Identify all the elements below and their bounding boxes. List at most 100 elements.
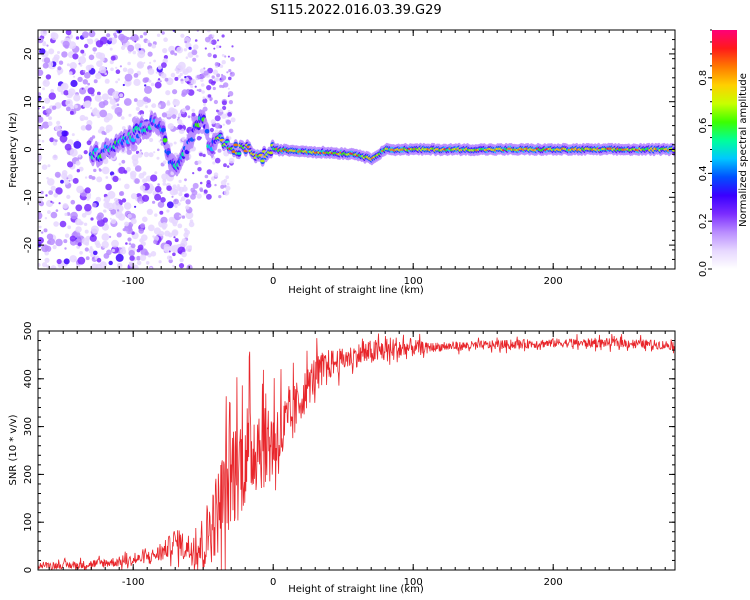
speckle-mark: [70, 178, 74, 181]
speckle-mark: [161, 173, 168, 180]
speckle-mark: [124, 221, 129, 227]
speckle-mark: [196, 89, 199, 92]
speckle-mark: [230, 57, 235, 62]
speckle-mark: [78, 166, 84, 172]
speckle-mark: [167, 232, 173, 238]
speckle-mark: [130, 218, 137, 225]
speckle-mark: [161, 31, 165, 35]
speckle-mark: [50, 200, 53, 203]
speckle-mark: [103, 198, 106, 202]
speckle-mark: [171, 114, 177, 119]
speckle-mark: [181, 251, 187, 258]
speckle-mark: [172, 89, 178, 95]
speckle-mark: [47, 178, 55, 186]
snr-y-axis-label: SNR (10 * v/v): [8, 414, 19, 485]
speckle-mark: [61, 51, 68, 58]
speckle-mark: [52, 154, 58, 161]
speckle-mark: [227, 112, 233, 117]
speckle-mark: [50, 211, 58, 219]
speckle-mark: [173, 236, 176, 239]
speckle-mark: [190, 85, 194, 88]
speckle-mark: [218, 195, 222, 199]
speckle-mark: [218, 45, 222, 48]
speckle-mark: [185, 56, 189, 59]
speckle-mark: [161, 222, 168, 229]
speckle-mark: [141, 194, 150, 202]
speckle-mark: [223, 190, 230, 196]
speckle-mark: [90, 225, 99, 234]
speckle-mark: [108, 96, 112, 100]
speckle-mark: [180, 196, 186, 201]
speckle-mark: [225, 119, 231, 125]
speckle-mark: [115, 80, 118, 84]
speckle-mark: [38, 139, 41, 143]
speckle-mark: [158, 260, 162, 264]
speckle-mark: [93, 168, 97, 173]
speckle-mark: [195, 54, 199, 58]
speckle-mark: [191, 112, 196, 117]
speckle-mark: [59, 220, 67, 228]
speckle-mark: [137, 112, 141, 115]
speckle-mark: [96, 257, 102, 263]
speckle-mark: [99, 126, 105, 132]
speckle-mark: [43, 245, 46, 247]
speckle-mark: [216, 73, 221, 78]
speckle-mark: [104, 72, 107, 75]
speckle-mark: [75, 226, 82, 233]
speckle-mark: [182, 186, 188, 192]
speckle-mark: [150, 251, 157, 257]
speckle-mark: [40, 30, 48, 37]
speckle-mark: [137, 62, 143, 68]
speckle-mark: [197, 160, 202, 165]
speckle-mark: [89, 136, 94, 141]
speckle-mark: [196, 135, 202, 141]
speckle-mark: [108, 37, 113, 42]
speckle-mark: [73, 94, 81, 102]
colorbar: 0.0 0.2 0.4 0.6 0.8 Normalized spectral ampl…: [698, 29, 749, 277]
speckle-mark: [61, 130, 68, 137]
ridge-mark: [236, 152, 242, 155]
speckle-mark: [103, 209, 106, 213]
speckle-mark: [191, 108, 195, 113]
speckle-mark: [115, 253, 124, 262]
colorbar-tick-label: 0.8: [698, 70, 709, 86]
speckle-mark: [128, 242, 132, 246]
speckle-mark: [38, 112, 41, 116]
speckle-mark: [38, 153, 43, 161]
speckle-mark: [89, 246, 93, 249]
speckle-mark: [122, 228, 126, 232]
speckle-mark: [213, 47, 216, 50]
snr-ticks: -100 0 100 200 0 100 200 300 400 500: [23, 321, 675, 588]
speckle-mark: [147, 68, 155, 75]
speckle-mark: [138, 201, 142, 205]
speckle-mark: [97, 91, 101, 96]
spectrogram-x-axis-label: Height of straight line (km): [288, 285, 424, 296]
speckle-mark: [47, 164, 51, 168]
speckle-mark: [138, 172, 145, 179]
speckle-mark: [157, 104, 162, 108]
speckle-mark: [194, 39, 198, 42]
speckle-mark: [60, 179, 64, 184]
speckle-mark: [84, 247, 89, 252]
speckle-mark: [92, 47, 97, 52]
speckle-mark: [153, 239, 158, 245]
speckle-mark: [159, 210, 164, 215]
speckle-mark: [139, 149, 142, 152]
speckle-mark: [212, 54, 217, 59]
speckle-mark: [39, 48, 46, 55]
speckle-mark: [48, 48, 55, 55]
speckle-mark: [85, 124, 92, 131]
speckle-mark: [146, 98, 151, 103]
speckle-mark: [186, 81, 190, 85]
speckle-mark: [94, 94, 102, 102]
speckle-mark: [190, 78, 197, 85]
speckle-mark: [84, 176, 88, 179]
speckle-mark: [46, 44, 49, 47]
speckle-mark: [181, 215, 186, 219]
speckle-mark: [148, 152, 154, 158]
speckle-mark: [139, 254, 147, 261]
speckle-mark: [67, 139, 74, 146]
speckle-mark: [172, 221, 178, 227]
